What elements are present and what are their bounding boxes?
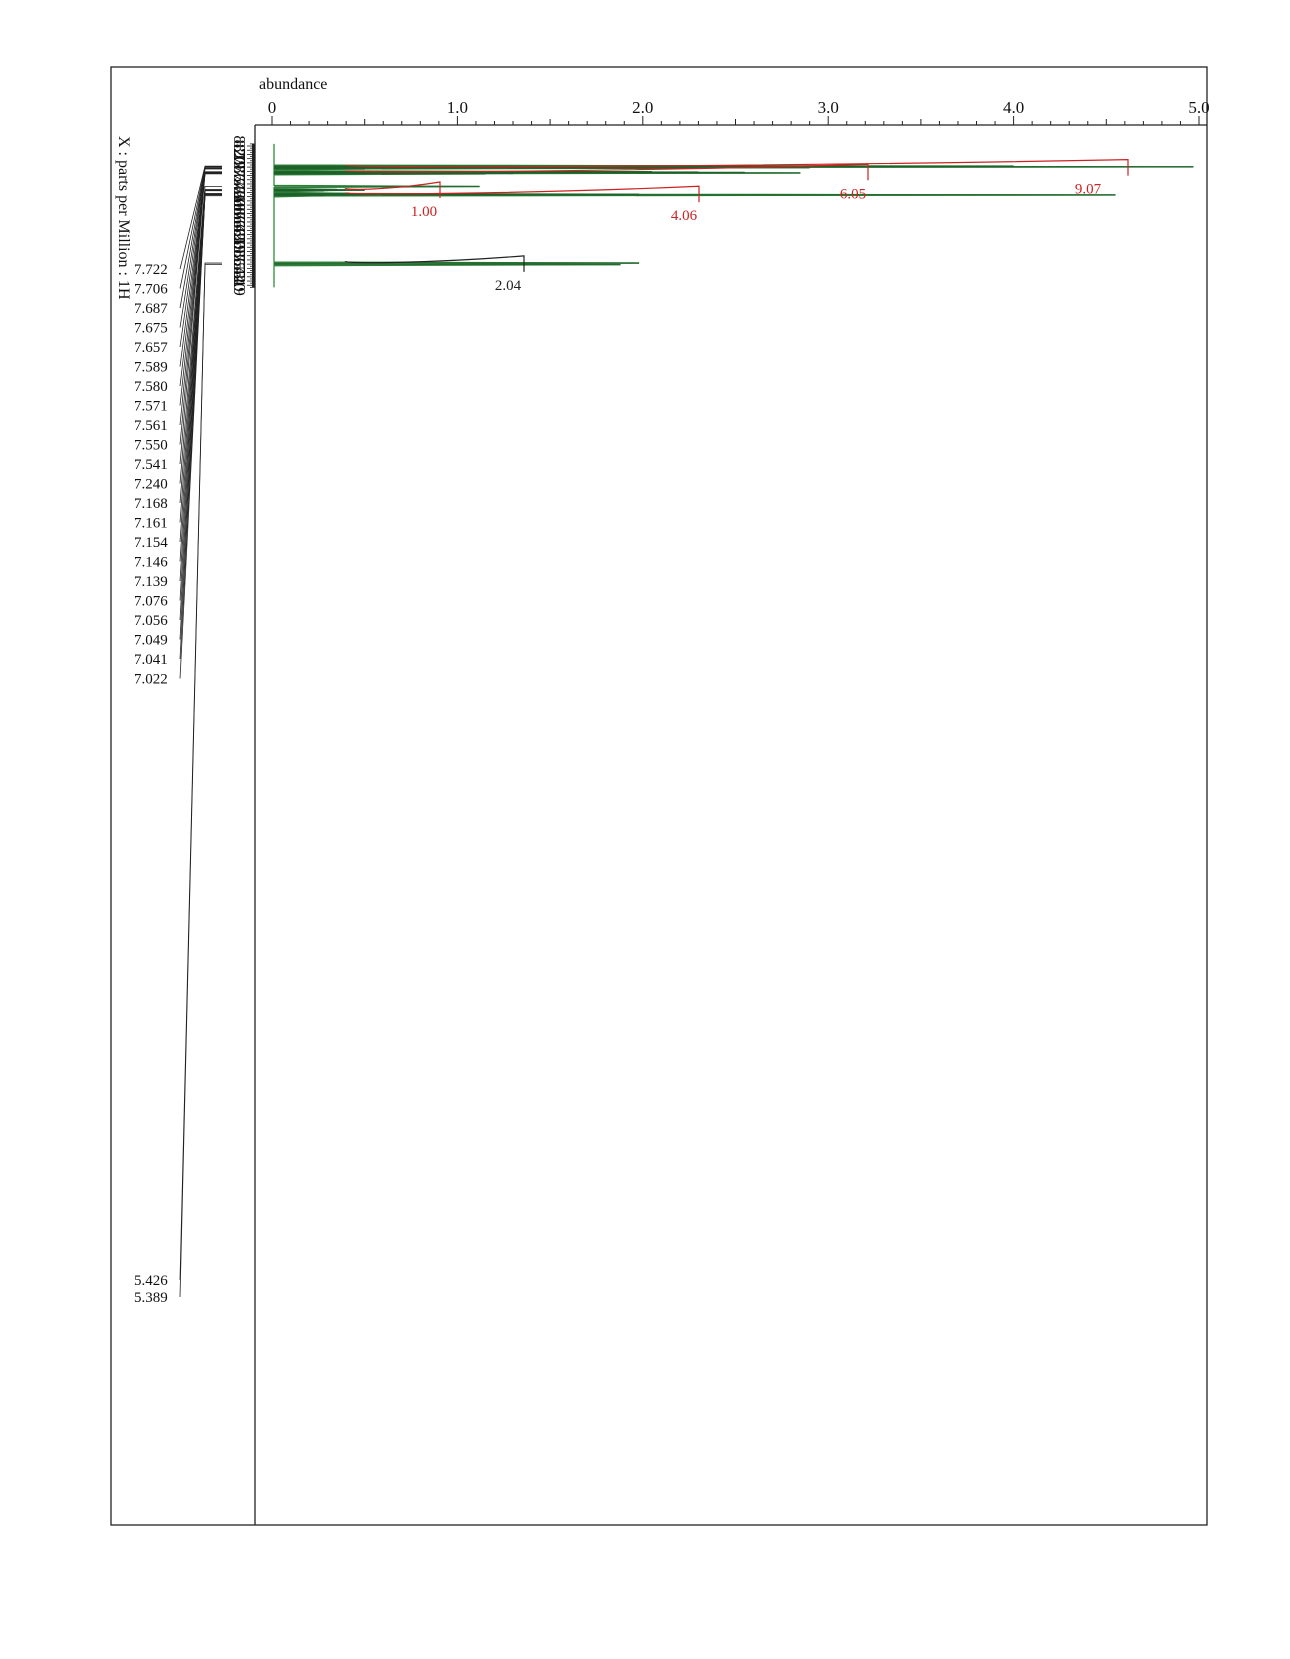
integral-label: 2.04 [495, 278, 522, 294]
y-tick-label: 5.9 [230, 232, 249, 253]
y-tick-label: 6.5 [230, 207, 249, 228]
integral-label: 4.06 [671, 208, 698, 224]
y-tick-label: 7.8 [230, 152, 249, 173]
integral-label: 9.07 [1075, 182, 1102, 198]
y-tick-label: 7.5 [230, 165, 249, 186]
peak-label: 5.389 [134, 1290, 168, 1306]
integral-label: 1.00 [411, 204, 437, 220]
y-tick-label: 5.6 [230, 245, 249, 266]
peak-label: 7.706 [134, 282, 168, 298]
x-tick-label: 1.0 [447, 98, 468, 117]
integral-curve [344, 181, 441, 198]
peak-label: 7.541 [134, 457, 168, 473]
peak-label: 7.056 [134, 613, 168, 629]
peak-label-leader [179, 172, 222, 426]
y-tick-label: 5.5 [230, 249, 249, 270]
peak-label: 7.550 [134, 438, 168, 454]
y-tick-label: 5.3 [230, 258, 249, 279]
peak-label: 7.687 [134, 301, 168, 317]
peak-label: 7.657 [134, 340, 168, 356]
y-tick-label: 6.2 [230, 220, 249, 241]
integral-curve [344, 255, 525, 272]
peak-label-leader [179, 264, 222, 1298]
y-tick-label: 5.7 [230, 241, 249, 263]
peak-label: 7.580 [134, 379, 168, 395]
y-tick-label: 7.9 [230, 148, 249, 169]
y-tick-label: 7.7 [230, 156, 249, 178]
y-tick-label: 8.1 [230, 140, 249, 161]
x-tick-label: 4.0 [1003, 98, 1024, 117]
y-tick-label: 6.3 [230, 216, 249, 237]
peak-label-list: 7.722 7.706 7.687 7.675 7.657 7.589 7.580 7.571… [134, 165, 222, 1306]
peak-label: 7.589 [134, 360, 168, 376]
y-tick-label: 7.3 [230, 173, 249, 194]
integral-curve [344, 185, 700, 203]
y-tick-label: 6.9 [230, 190, 249, 211]
peak-label-leader [179, 167, 222, 309]
peak-label-leader [179, 172, 222, 406]
peak-label-leader [179, 166, 222, 289]
y-tick-label: 6.1 [230, 224, 249, 245]
plot-frame [110, 66, 1208, 1526]
peak-label-leader [179, 173, 222, 445]
y-tick-label: 5.2 [230, 262, 249, 283]
peak-label: 7.161 [134, 516, 168, 532]
peak-label: 7.049 [134, 633, 168, 649]
y-tick-label: 8.0 [230, 144, 249, 165]
y-tick-label: 7.1 [230, 182, 249, 203]
y-tick-label: 7.2 [230, 178, 249, 199]
peak-label: 7.146 [134, 555, 168, 571]
y-tick-label: 5.1 [230, 266, 249, 287]
integral-label: 6.05 [840, 186, 866, 202]
y-tick-label: 6.4 [230, 211, 249, 233]
peak-label-leader [179, 168, 222, 348]
y-tick-label: 7.4 [230, 169, 249, 191]
y-axis-ticks: 8.28.18.07.97.87.77.67.57.47.37.27.17.06… [230, 135, 255, 296]
peak-label-leader [179, 167, 222, 328]
peak-label: 7.240 [134, 477, 168, 493]
x-tick-label: 0 [268, 98, 277, 117]
y-tick-label: 6.7 [230, 199, 249, 221]
integral-curve [344, 163, 869, 181]
y-tick-label: 7.0 [230, 186, 249, 207]
peak-label-leader [179, 195, 222, 679]
peak-label: 7.722 [134, 262, 168, 278]
y-tick-label: 4.9 [230, 275, 249, 296]
spectrum-trace [273, 143, 1194, 288]
peak-label: 7.154 [134, 535, 168, 551]
peak-label-leader [179, 194, 222, 660]
peak-label-leader [179, 173, 222, 465]
y-tick-label: 8.2 [230, 135, 249, 156]
peak-label: 7.139 [134, 574, 168, 590]
y-tick-label: 5.0 [230, 270, 249, 291]
y-axis-label: X : parts per Million : 1H [115, 136, 132, 300]
x-axis-ticks: 0 1.0 2.0 3.0 4.0 5.0 [268, 98, 1210, 125]
peak-label: 7.022 [134, 672, 168, 688]
peak-label: 7.675 [134, 321, 168, 337]
x-tick-label: 2.0 [632, 98, 653, 117]
integral-curve [344, 159, 1129, 176]
x-axis-label: abundance [259, 76, 327, 93]
x-tick-label: 3.0 [818, 98, 839, 117]
y-tick-label: 7.6 [230, 161, 249, 182]
peak-label-leader [179, 193, 222, 601]
y-tick-label: 5.8 [230, 237, 249, 258]
y-tick-label: 6.0 [230, 228, 249, 249]
peak-label: 7.168 [134, 496, 168, 512]
peak-label-leader [179, 165, 222, 270]
peak-label: 7.076 [134, 594, 168, 610]
y-tick-label: 6.8 [230, 194, 249, 215]
x-tick-label: 5.0 [1188, 98, 1209, 117]
y-tick-label: 6.6 [230, 203, 249, 224]
y-tick-label: 5.4 [230, 254, 249, 276]
peak-label-leader [179, 186, 222, 484]
peak-label-leader [179, 190, 222, 582]
integral-curves: 9.07 6.05 1.00 4.06 2.04 [344, 159, 1129, 294]
peak-label: 7.571 [134, 399, 168, 415]
peak-label: 7.561 [134, 418, 168, 434]
peak-label: 5.426 [134, 1273, 168, 1289]
peak-label: 7.041 [134, 652, 168, 668]
